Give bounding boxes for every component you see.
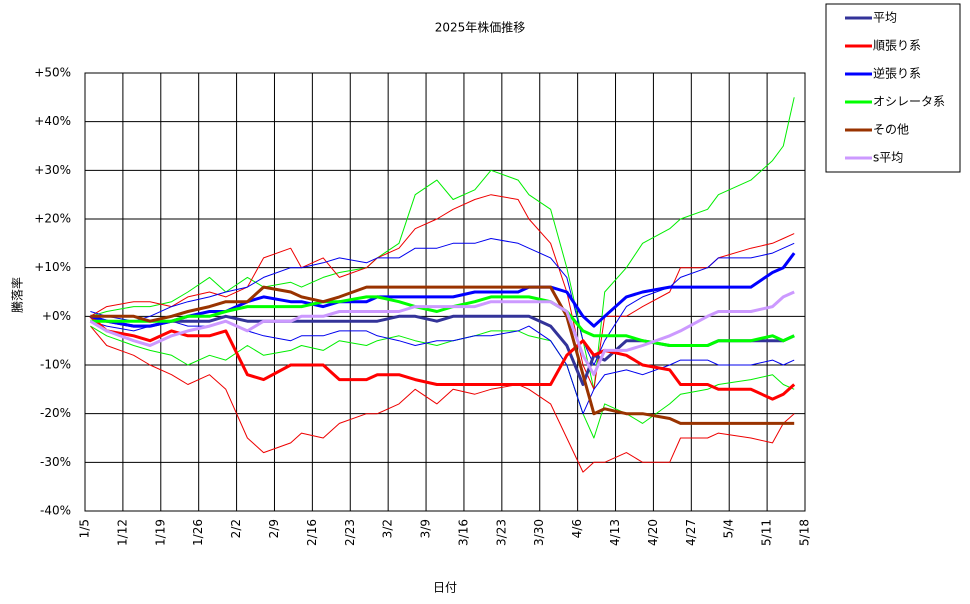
series-line [90,97,795,390]
x-axis-label: 日付 [433,581,457,595]
series-line [90,194,795,390]
legend-label: オシレータ系 [873,95,945,109]
series-line [89,252,796,328]
x-tick-label: 1/5 [78,519,92,538]
x-tick-label: 4/6 [570,519,584,538]
x-tick-label: 2/16 [305,519,319,546]
x-tick-label: 2/9 [267,519,281,538]
x-tick-label: 3/30 [532,519,546,546]
x-tick-label: 2/2 [229,519,243,538]
series-line [90,285,795,425]
x-tick-label: 3/16 [456,519,470,546]
legend-box [825,3,961,173]
x-tick-label: 3/23 [494,519,508,546]
x-tick-label: 1/19 [153,519,167,546]
x-tick-label: 4/13 [608,519,622,546]
y-tick-label: -20% [40,406,71,420]
y-tick-label: +40% [34,114,71,128]
y-tick-label: +20% [34,212,71,226]
plot-border [84,72,806,512]
x-tick-label: 1/12 [115,519,129,546]
series-line [90,325,795,439]
x-tick-label: 5/11 [760,519,774,546]
x-tick-label: 4/20 [646,519,660,546]
y-tick-label: -10% [40,358,71,372]
chart-title: 2025年株価推移 [435,20,526,35]
y-tick-label: +0% [42,309,71,323]
series-line [89,315,796,401]
legend-label: 順張り系 [873,39,921,53]
x-tick-label: 1/26 [191,519,205,546]
y-tick-label: -30% [40,455,71,469]
x-tick-label: 3/9 [419,519,433,538]
y-tick-label: -40% [40,504,71,518]
legend-label: s平均 [873,151,903,165]
legend-label: 平均 [873,11,897,25]
y-axis-label: 騰落率 [10,277,25,313]
y-tick-label: +50% [34,66,71,80]
y-tick-label: +10% [34,260,71,274]
legend-label: 逆張り系 [873,66,921,81]
x-tick-label: 4/27 [684,519,698,546]
y-tick-label: +30% [34,163,71,177]
legend-label: その他 [873,123,909,137]
series-line [89,290,795,377]
x-tick-label: 5/4 [722,519,736,538]
x-tick-label: 3/2 [381,519,395,538]
x-tick-label: 5/18 [798,519,812,546]
series-line [90,325,795,473]
series-line [90,238,795,366]
x-tick-label: 2/23 [343,519,357,546]
